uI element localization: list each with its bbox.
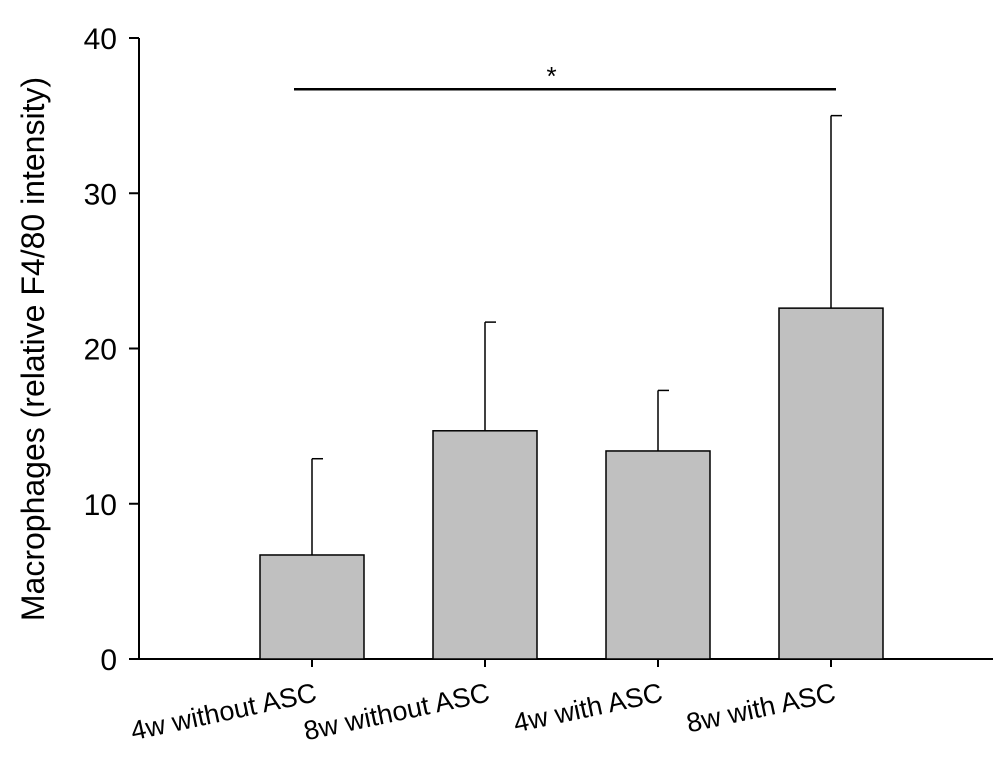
y-axis-label: Macrophages (relative F4/80 intensity): [15, 77, 51, 621]
x-tick-label: 4w with ASC: [511, 678, 665, 739]
y-tick-label: 10: [84, 489, 117, 522]
bar: [432, 430, 538, 660]
y-tick-label: 20: [84, 334, 117, 367]
bar: [778, 307, 884, 660]
error-bars: [311, 114, 842, 555]
bar: [259, 554, 365, 660]
y-tick-label: 0: [100, 644, 117, 677]
x-tick-label: 8w with ASC: [684, 678, 838, 739]
significance-label: *: [546, 61, 556, 91]
y-tick-label: 40: [84, 23, 117, 56]
bar: [605, 450, 711, 660]
x-tick-label: 8w without ASC: [301, 678, 492, 747]
significance-annotation: *: [294, 61, 836, 91]
x-tick-label: 4w without ASC: [128, 678, 319, 747]
y-tick-label: 30: [84, 178, 117, 211]
bars: [259, 307, 884, 660]
